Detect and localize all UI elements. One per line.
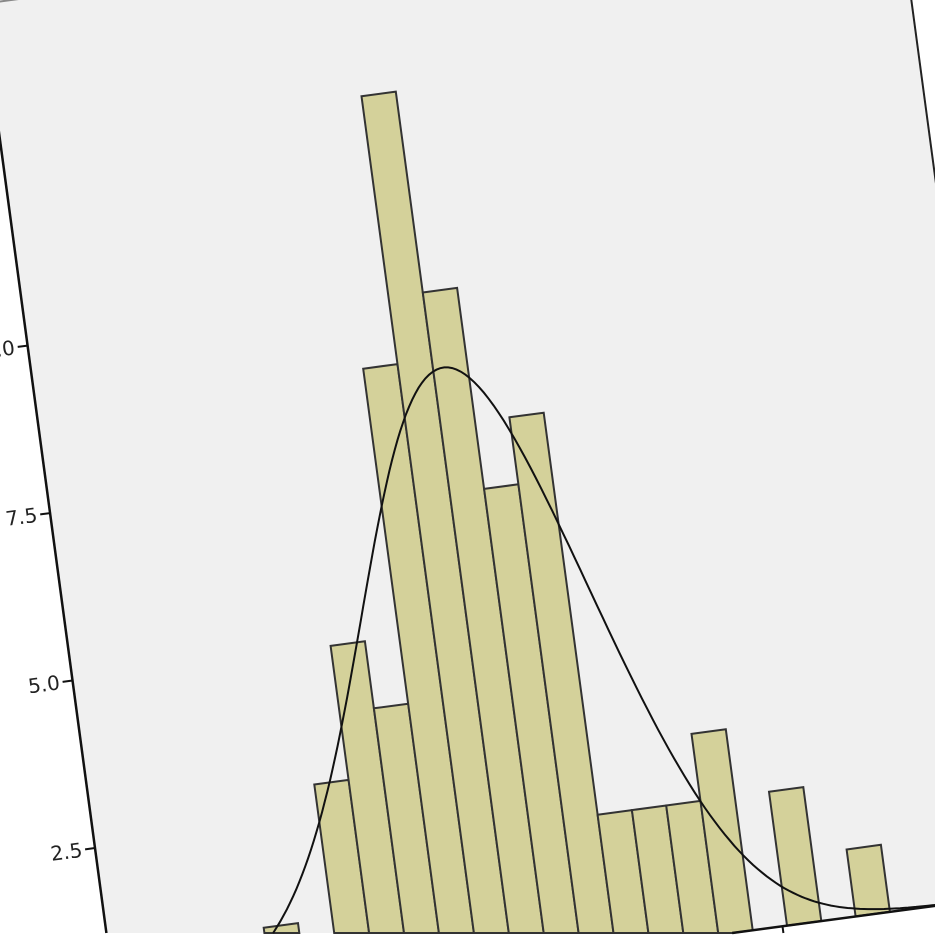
bars-group [262, 90, 892, 934]
y-tick-label: 7.5 [4, 503, 39, 531]
y-axis [0, 130, 108, 934]
plot-right-border [910, 0, 935, 184]
y-tick [62, 679, 73, 683]
y-tick [40, 512, 51, 516]
y-tick-label: 5.0 [27, 670, 62, 698]
histogram-bar [262, 921, 301, 934]
y-ticks-group: 2.5 5.0 7.5 10.0 [0, 335, 96, 866]
normal-curve [272, 366, 935, 934]
y-tick-label: 2.5 [49, 838, 84, 866]
x-tick [781, 926, 785, 934]
x-axis [732, 904, 935, 935]
y-tick-label: 10.0 [0, 335, 16, 365]
y-tick [17, 344, 28, 348]
y-tick [84, 847, 96, 851]
